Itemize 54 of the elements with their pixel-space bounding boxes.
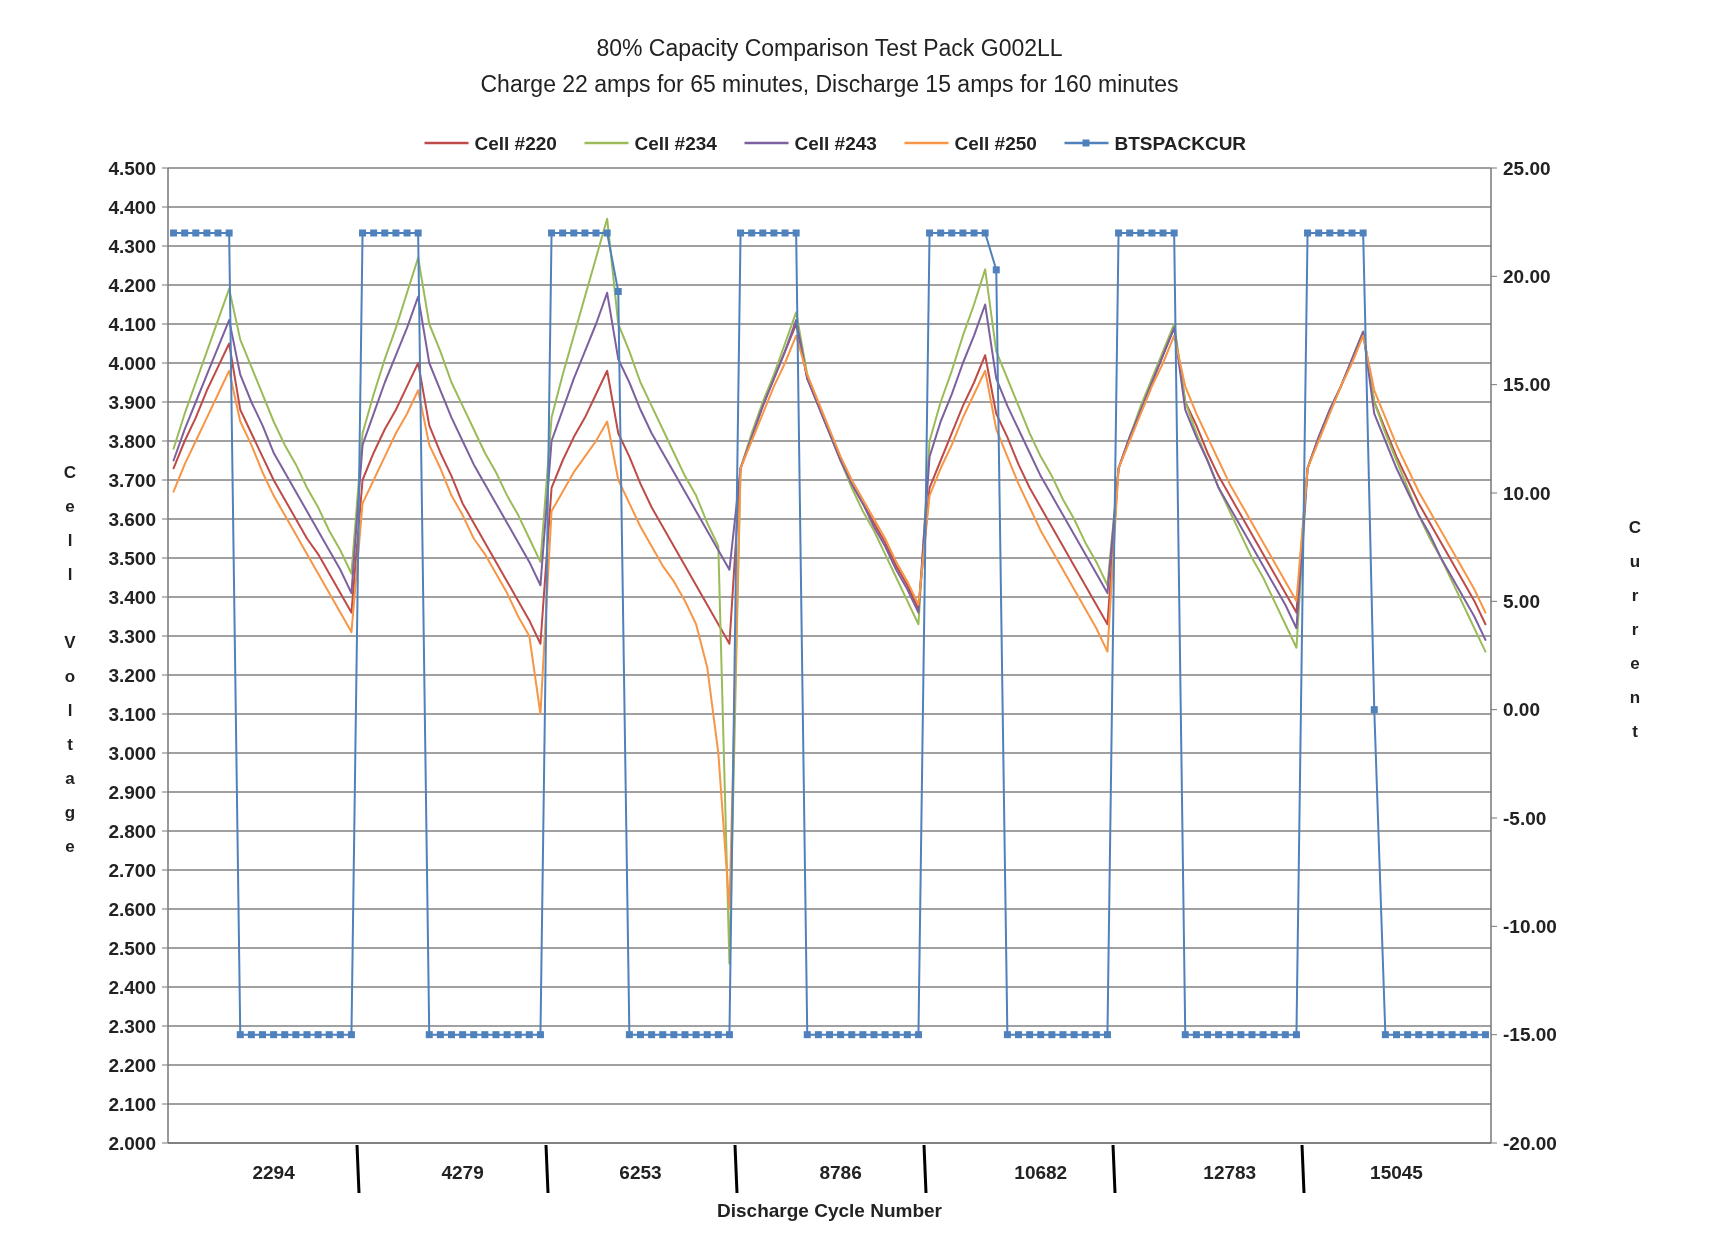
y2-tick-label: -5.00 xyxy=(1503,807,1547,829)
y-tick-label: 3.300 xyxy=(108,625,156,647)
y-tick-label: 3.000 xyxy=(108,742,156,764)
chart-subtitle: Charge 22 amps for 65 minutes, Discharge 15 amps for 160 minutes xyxy=(480,71,1179,97)
y2-tick-label: 10.00 xyxy=(1503,482,1551,504)
x-tick-label: 10682 xyxy=(1014,1162,1068,1183)
y-tick-label: 3.100 xyxy=(108,703,156,725)
y-tick-label: 3.900 xyxy=(108,391,156,413)
y2-tick-label: -20.00 xyxy=(1503,1132,1557,1154)
y-axis-title: Cell Voltage xyxy=(60,463,80,871)
y-tick-label: 3.200 xyxy=(108,664,156,686)
y-tick-label: 2.800 xyxy=(108,820,156,842)
y-tick-label: 3.600 xyxy=(108,508,156,530)
y2-tick-label: -10.00 xyxy=(1503,915,1557,937)
y-tick-label: 2.900 xyxy=(108,781,156,803)
x-tick-label: 15045 xyxy=(1370,1162,1424,1183)
y-tick-label: 4.100 xyxy=(108,313,156,335)
legend-label: BTSPACKCUR xyxy=(1114,132,1247,154)
chart-title: 80% Capacity Comparison Test Pack G002LL xyxy=(596,35,1063,61)
y2-tick-label: 15.00 xyxy=(1503,374,1551,396)
y-tick-label: 2.600 xyxy=(108,898,156,920)
y-tick-label: 2.400 xyxy=(108,976,156,998)
y2-tick-label: 0.00 xyxy=(1503,699,1540,721)
y-tick-label: 2.200 xyxy=(108,1054,156,1076)
y2-tick-label: 5.00 xyxy=(1503,590,1540,612)
y-tick-label: 3.400 xyxy=(108,586,156,608)
line-series xyxy=(172,334,1487,910)
x-tick-label: 2294 xyxy=(252,1162,296,1183)
y-tick-label: 3.500 xyxy=(108,547,156,569)
y-tick-label: 3.800 xyxy=(108,430,156,452)
y-tick-label: 4.000 xyxy=(108,352,156,374)
y2-tick-label: 25.00 xyxy=(1503,157,1551,179)
y-tick-label: 2.300 xyxy=(108,1015,156,1037)
legend-label: Cell #220 xyxy=(474,132,557,154)
y2-tick-label: -15.00 xyxy=(1503,1024,1557,1046)
y-tick-label: 2.700 xyxy=(108,859,156,881)
y-tick-label: 4.500 xyxy=(108,157,156,179)
y-tick-label: 4.400 xyxy=(108,196,156,218)
y2-axis-title: Current xyxy=(1625,518,1645,756)
x-tick-label: 8786 xyxy=(819,1162,862,1183)
y-tick-label: 4.300 xyxy=(108,235,156,257)
legend-label: Cell #243 xyxy=(794,132,877,154)
legend-label: Cell #250 xyxy=(954,132,1037,154)
y-tick-label: 2.000 xyxy=(108,1132,156,1154)
x-axis-title: Discharge Cycle Number xyxy=(717,1200,943,1221)
legend-label: Cell #234 xyxy=(634,132,718,154)
y2-tick-label: 20.00 xyxy=(1503,265,1551,287)
y-tick-label: 2.500 xyxy=(108,937,156,959)
x-tick-label: 6253 xyxy=(619,1162,662,1183)
x-tick-label: 12783 xyxy=(1203,1162,1257,1183)
y-tick-label: 4.200 xyxy=(108,274,156,296)
y-tick-label: 3.700 xyxy=(108,469,156,491)
x-tick-label: 4279 xyxy=(441,1162,484,1183)
y-tick-label: 2.100 xyxy=(108,1093,156,1115)
